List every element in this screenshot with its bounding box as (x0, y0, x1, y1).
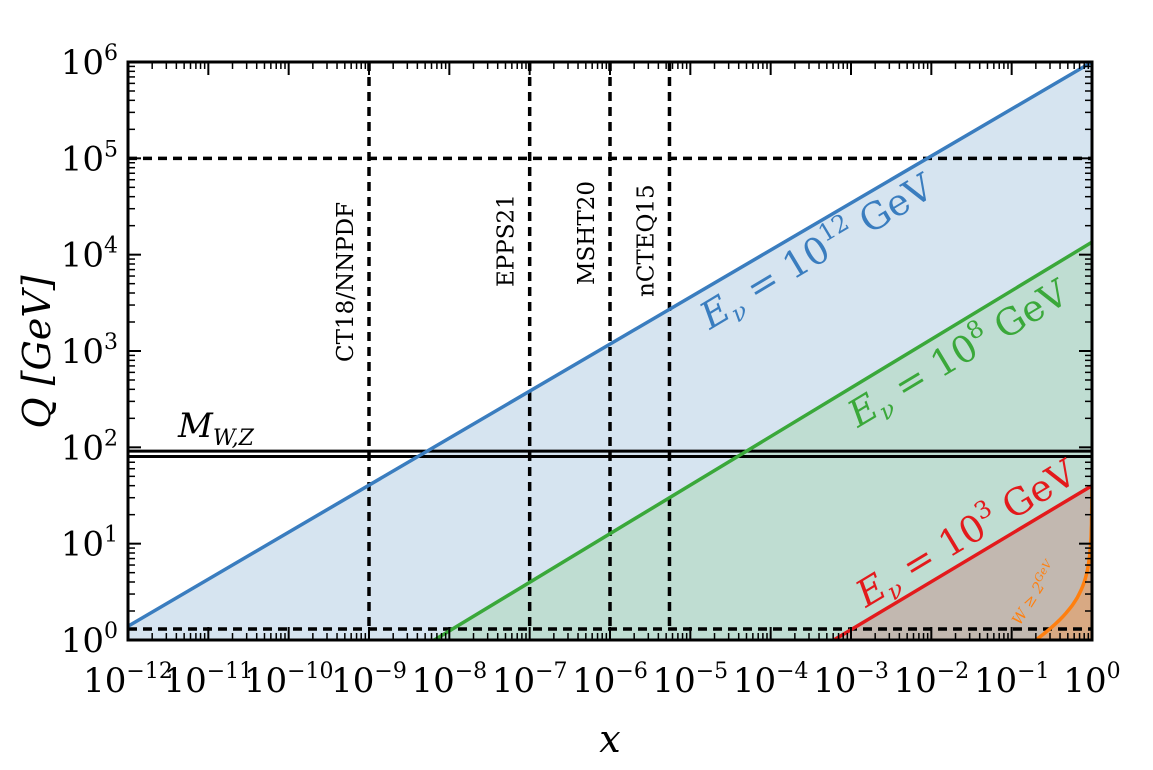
y-tick-exp: 0 (104, 619, 118, 644)
y-tick-label-3: 103 (61, 330, 118, 372)
x-tick-label-8: 10−4 (733, 659, 809, 701)
axis-ticks (127, 61, 1093, 641)
y-tick-base: 10 (61, 139, 104, 179)
y-tick-exp: 5 (104, 137, 118, 162)
x-tick-base: 10 (652, 661, 695, 701)
y-tick-label-0: 100 (61, 619, 118, 661)
x-tick-base: 10 (974, 661, 1017, 701)
x-tick-base: 10 (163, 661, 206, 701)
x-tick-exp: −5 (696, 659, 728, 684)
y-tick-exp: 2 (104, 426, 118, 451)
x-tick-base: 10 (492, 661, 535, 701)
x-tick-label-3: 10−9 (331, 659, 407, 701)
x-tick-label-1: 10−11 (163, 659, 253, 701)
x-tick-label-9: 10−3 (813, 659, 889, 701)
mass-label: MW,Z (177, 406, 255, 451)
y-tick-label-5: 105 (61, 137, 118, 179)
x-tick-base: 10 (572, 661, 615, 701)
x-tick-label-7: 10−5 (652, 659, 728, 701)
y-axis-title-text: Q [GeV] (15, 275, 59, 428)
y-tick-base: 10 (61, 236, 104, 276)
x-tick-label-6: 10−6 (572, 659, 648, 701)
series-line-2 (832, 484, 1092, 640)
vline-label-1: EPPS21 (494, 194, 520, 287)
y-tick-exp: 1 (104, 523, 118, 548)
w-boundary-fill (1035, 485, 1092, 640)
series-line-0 (128, 62, 1092, 628)
x-tick-exp: −12 (126, 659, 172, 684)
x-tick-exp: −10 (287, 659, 333, 684)
x-tick-base: 10 (411, 661, 454, 701)
mass-label-main: M (177, 406, 214, 446)
x-tick-exp: −3 (856, 659, 888, 684)
x-axis-title: x (599, 717, 620, 761)
y-tick-exp: 3 (104, 330, 118, 355)
x-tick-exp: −1 (1017, 659, 1049, 684)
x-tick-label-12: 100 (1063, 659, 1120, 701)
vline-label-3: nCTEQ15 (633, 184, 659, 297)
x-tick-base: 10 (1063, 661, 1106, 701)
y-tick-label-1: 101 (61, 523, 118, 565)
x-tick-label-0: 10−12 (83, 659, 173, 701)
y-axis-title: Q [GeV] (15, 275, 59, 428)
x-tick-base: 10 (244, 661, 287, 701)
mass-label-sub: W,Z (213, 426, 255, 451)
y-tick-base: 10 (61, 43, 104, 83)
y-tick-label-2: 102 (61, 426, 118, 468)
series-line-1 (433, 240, 1092, 640)
y-tick-base: 10 (61, 332, 104, 372)
x-tick-exp: −8 (455, 659, 487, 684)
y-tick-exp: 6 (104, 41, 118, 66)
y-tick-base: 10 (61, 525, 104, 565)
x-tick-label-4: 10−8 (411, 659, 487, 701)
x-tick-base: 10 (331, 661, 374, 701)
vline-label-2: MSHT20 (574, 181, 600, 285)
y-tick-label-6: 106 (61, 41, 118, 83)
x-tick-exp: −11 (207, 659, 253, 684)
x-tick-exp: −7 (535, 659, 567, 684)
x-tick-exp: −4 (776, 659, 808, 684)
x-tick-base: 10 (733, 661, 776, 701)
y-tick-base: 10 (61, 621, 104, 661)
y-tick-base: 10 (61, 428, 104, 468)
x-tick-label-11: 10−1 (974, 659, 1050, 701)
x-tick-exp: 0 (1107, 659, 1121, 684)
y-tick-label-4: 104 (61, 234, 118, 276)
x-tick-base: 10 (83, 661, 126, 701)
y-tick-exp: 4 (104, 234, 118, 259)
x-tick-exp: −2 (937, 659, 969, 684)
x-tick-exp: −6 (615, 659, 647, 684)
x-tick-base: 10 (813, 661, 856, 701)
x-tick-label-10: 10−2 (893, 659, 969, 701)
x-tick-label-5: 10−7 (492, 659, 568, 701)
x-tick-base: 10 (893, 661, 936, 701)
x-tick-exp: −9 (374, 659, 406, 684)
x-tick-label-2: 10−10 (244, 659, 334, 701)
vline-label-0: CT18/NNPDF (333, 202, 359, 362)
